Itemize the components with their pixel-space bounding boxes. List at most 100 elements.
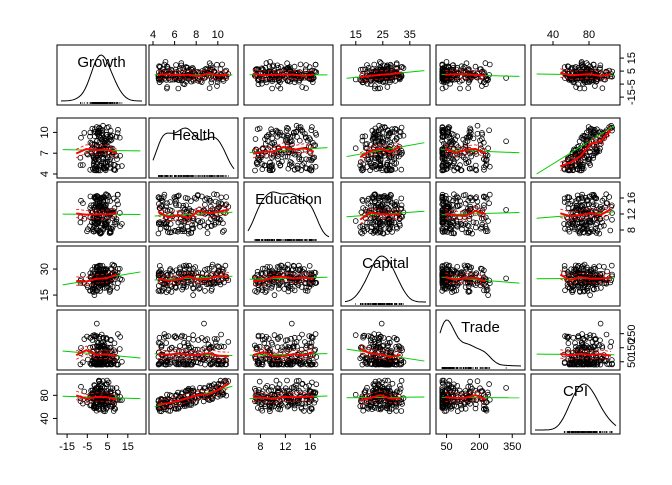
data-point: [464, 61, 469, 66]
data-point: [280, 345, 285, 350]
data-point: [466, 86, 471, 91]
data-point: [309, 128, 314, 133]
data-point: [582, 86, 587, 91]
data-point: [487, 128, 492, 133]
panel-growth-vs-growth: Growth: [57, 45, 146, 105]
data-point: [353, 333, 358, 338]
data-point: [487, 192, 492, 197]
data-point: [222, 228, 227, 233]
data-point: [79, 135, 84, 140]
panel-trade-vs-education: [244, 310, 333, 370]
data-point: [604, 192, 609, 197]
panel-trade-vs-growth: [57, 310, 146, 370]
data-point: [168, 200, 173, 205]
panel-health-vs-health: Health: [149, 118, 238, 178]
panel-education-vs-cpi: [531, 182, 620, 242]
data-point: [285, 61, 290, 66]
data-point: [156, 231, 161, 236]
data-point: [78, 220, 83, 225]
panel-health-vs-growth: [57, 118, 146, 178]
data-point: [120, 359, 125, 364]
data-point: [605, 269, 610, 274]
data-point: [215, 62, 220, 67]
data-point: [220, 62, 225, 67]
data-point: [469, 154, 474, 159]
data-point: [458, 86, 463, 91]
data-point: [270, 64, 275, 69]
data-point: [176, 220, 181, 225]
data-point: [487, 62, 492, 67]
panel-education-vs-health: [149, 182, 238, 242]
panel-capital-vs-trade: [436, 246, 525, 306]
data-point: [272, 293, 277, 298]
data-point: [313, 332, 318, 337]
panel-health-vs-cpi: [531, 118, 620, 178]
data-point: [178, 344, 183, 349]
data-point: [289, 321, 294, 326]
panel-trade-vs-health: [149, 310, 238, 370]
data-point: [116, 281, 121, 286]
variable-label: Trade: [461, 319, 500, 336]
data-point: [504, 139, 509, 144]
data-point: [189, 199, 194, 204]
data-point: [292, 288, 297, 293]
data-point: [595, 221, 600, 226]
panel-education-vs-capital: [341, 182, 430, 242]
data-point: [219, 195, 224, 200]
data-point: [176, 86, 181, 91]
variable-label: Growth: [77, 54, 125, 71]
data-point: [117, 135, 122, 140]
data-point: [563, 288, 568, 293]
data-point: [112, 341, 117, 346]
data-point: [78, 155, 83, 160]
data-point: [282, 287, 287, 292]
data-point: [158, 226, 163, 231]
data-point: [608, 228, 613, 233]
data-point: [220, 230, 225, 235]
panel-capital-vs-cpi: [531, 246, 620, 306]
data-point: [473, 64, 478, 69]
data-point: [471, 220, 476, 225]
data-point: [298, 62, 303, 67]
panel-trade-vs-capital: [341, 310, 430, 370]
data-point: [307, 264, 312, 269]
data-point: [276, 286, 281, 291]
data-point: [379, 321, 384, 326]
panel-capital-vs-growth: [57, 246, 146, 306]
data-point: [106, 125, 111, 130]
panel-growth-vs-capital: [341, 45, 430, 105]
panel-growth-vs-education: [244, 45, 333, 105]
data-point: [205, 231, 210, 236]
data-point: [224, 195, 229, 200]
panel-capital-vs-health: [149, 246, 238, 306]
data-point: [117, 347, 122, 352]
data-point: [213, 199, 218, 204]
data-point: [504, 276, 509, 281]
data-point: [610, 217, 615, 222]
data-point: [292, 167, 297, 172]
data-point: [602, 264, 607, 269]
data-point: [353, 146, 358, 151]
data-point: [191, 333, 196, 338]
data-point: [215, 192, 220, 197]
data-point: [393, 126, 398, 131]
data-point: [272, 333, 277, 338]
data-point: [94, 321, 99, 326]
data-point: [353, 219, 358, 224]
data-point: [475, 123, 480, 128]
data-point: [486, 146, 491, 151]
data-point: [292, 64, 297, 69]
panel-health-vs-capital: [341, 118, 430, 178]
density-curve: [153, 128, 234, 169]
data-point: [609, 263, 614, 268]
panel-education-vs-education: Education: [244, 182, 333, 242]
data-point: [203, 202, 208, 207]
data-point: [455, 264, 460, 269]
data-point: [82, 131, 87, 136]
panel-growth-vs-health: [149, 45, 238, 105]
data-point: [399, 167, 404, 172]
data-point: [487, 201, 492, 206]
panel-growth-vs-cpi: [531, 45, 620, 105]
data-point: [504, 208, 509, 213]
